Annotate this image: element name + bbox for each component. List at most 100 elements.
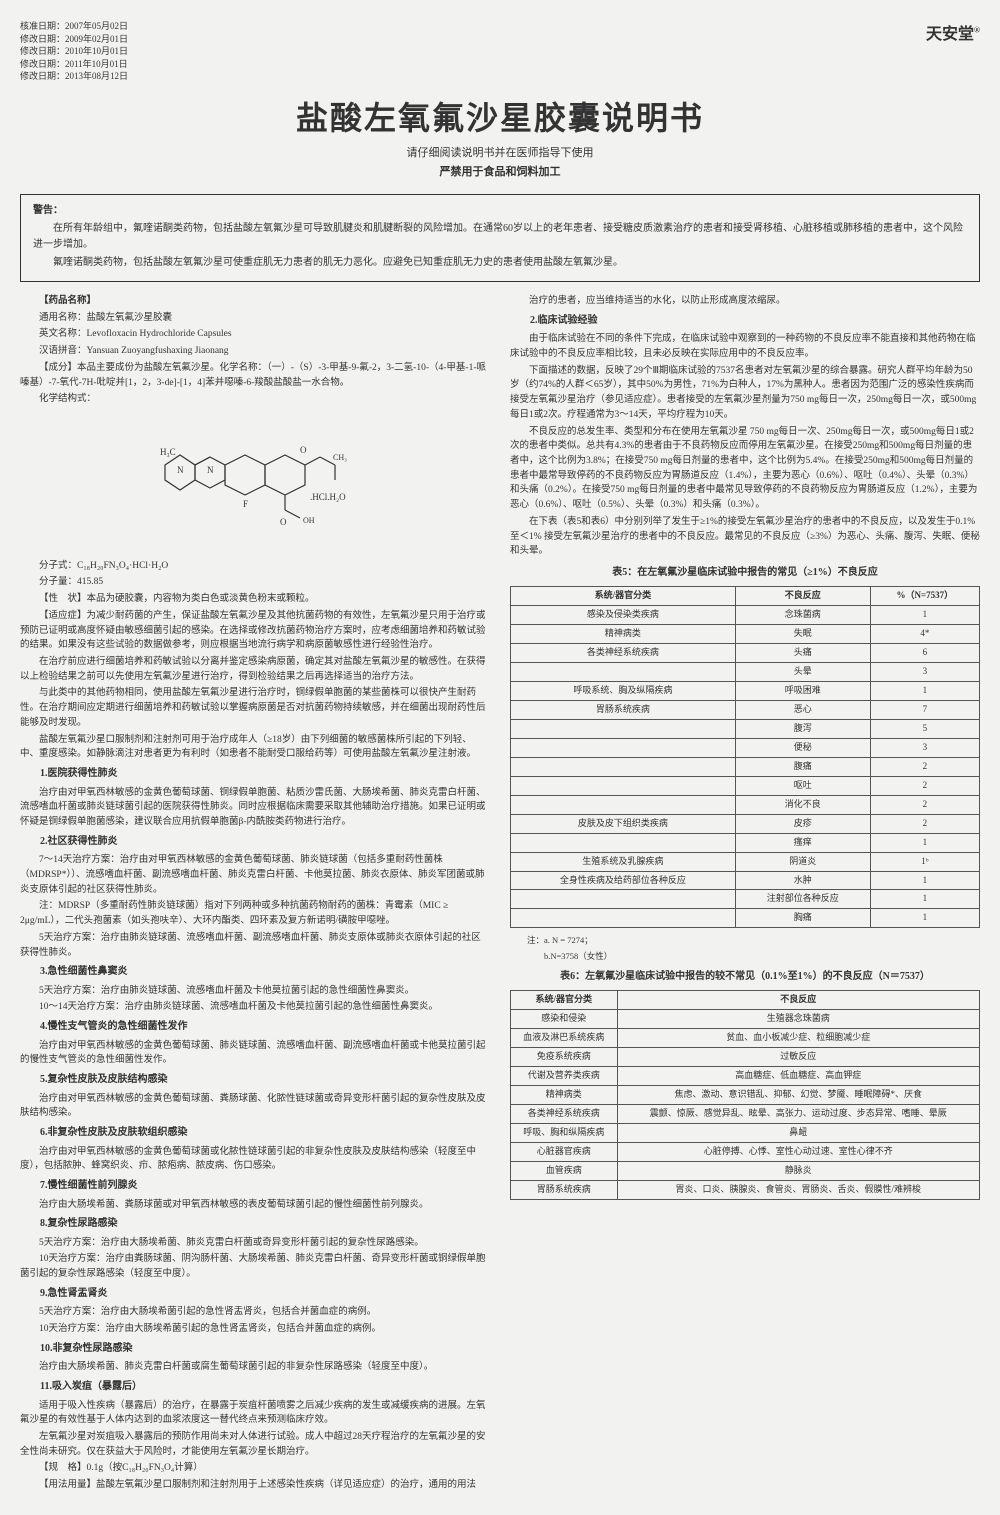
table-row: 精神病类失眠4* — [511, 625, 980, 644]
svg-text:.HCl.H₂O: .HCl.H₂O — [310, 492, 346, 502]
para-11: 治疗由对甲氧西林敏感的金黄色葡萄球菌、粪肠球菌、化脓性链球菌或奇异变形杆菌引起的… — [20, 1092, 490, 1121]
indications: 【适应症】为减少耐药菌的产生，保证盐酸左氧氟沙星及其他抗菌药物的有效性，左氧氟沙… — [20, 609, 490, 653]
table-row: 消化不良2 — [511, 795, 980, 814]
h-8: 8.复杂性尿路感染 — [20, 1216, 490, 1232]
r-para-3: 下面描述的数据，反映了29个Ⅲ期临床试验的7537名患者对左氧氟沙星的综合暴露。… — [510, 364, 980, 423]
molecular-formula: 分子式：C₁₈H₂₀FN₃O₄·HCl·H₂O — [20, 559, 490, 574]
table-row: 腹泻5 — [511, 720, 980, 739]
para-13: 治疗由大肠埃希菌、粪肠球菌或对甲氧西林敏感的表皮葡萄球菌引起的慢性细菌性前列腺炎… — [20, 1198, 490, 1213]
t6-h1: 系统/器官分类 — [511, 991, 618, 1010]
table-6: 系统/器官分类不良反应 感染和侵染生殖器念珠菌病血液及淋巴系统疾病贫血、血小板减… — [510, 990, 980, 1199]
molecule-diagram: H₃CNN FOCH₃ O OH.HCl.H₂O — [20, 415, 490, 551]
doc-title: 盐酸左氧氟沙星胶囊说明书 — [20, 93, 980, 139]
date-5: 修改日期：2013年08月12日 — [20, 70, 128, 83]
t5-h2: 不良反应 — [735, 587, 870, 606]
svg-text:N: N — [207, 465, 214, 475]
t6-h2: 不良反应 — [617, 991, 979, 1010]
table-row: 瘙痒1 — [511, 833, 980, 852]
table-row: 免疫系统疾病过敏反应 — [511, 1048, 980, 1067]
right-column: 治疗的患者，应当维持适当的水化，以防止形成高度浓缩尿。 2.临床试验经验 由于临… — [510, 292, 980, 1495]
subtitle-2: 严禁用于食品和饲料加工 — [20, 163, 980, 179]
r-para-4: 不良反应的总发生率、类型和分布在使用左氧氟沙星 750 mg每日一次、250mg… — [510, 425, 980, 513]
para-18: 治疗由大肠埃希菌、肺炎克雷白杆菌或腐生葡萄球菌引起的非复杂性尿路感染（轻度至中度… — [20, 1360, 490, 1375]
svg-text:H₃C: H₃C — [160, 447, 176, 457]
table-row: 胃肠系统疾病胃炎、口炎、胰腺炎、食管炎、胃肠炎、舌炎、假膜性/难辨梭 — [511, 1180, 980, 1199]
r-para-2: 由于临床试验在不同的条件下完成，在临床试验中观察到的一种药物的不良反应率不能直接… — [510, 332, 980, 361]
h-4: 4.慢性支气管炎的急性细菌性发作 — [20, 1019, 490, 1035]
h-6: 6.非复杂性皮肤及皮肤软组织感染 — [20, 1125, 490, 1141]
para-1: 在治疗前应进行细菌培养和药敏试验以分离并鉴定感染病原菌，确定其对盐酸左氧氟沙星的… — [20, 655, 490, 684]
table-row: 血管疾病静脉炎 — [511, 1161, 980, 1180]
h-2: 2.社区获得性肺炎 — [20, 834, 490, 850]
para-7: 5天治疗方案：治疗由肺炎链球菌、流感嗜血杆菌、副流感嗜血杆菌、肺炎支原体或肺炎衣… — [20, 931, 490, 960]
dosage: 【用法用量】盐酸左氧氟沙星口服制剂和注射剂用于上述感染性疾病（详见适应症）的治疗… — [20, 1478, 490, 1493]
para-17: 10天治疗方案：治疗由大肠埃希菌引起的急性肾盂肾炎，包括合并菌血症的病例。 — [20, 1322, 490, 1337]
table-row: 胸痛1 — [511, 909, 980, 928]
table-5: 系统/器官分类不良反应%（N=7537） 感染及侵染类疾病念珠菌病1精神病类失眠… — [510, 586, 980, 928]
date-3: 修改日期：2010年10月01日 — [20, 45, 128, 58]
table6-title: 表6：左氧氟沙星临床试验中报告的较不常见（0.1%至1%）的不良反应（N＝753… — [510, 969, 980, 985]
ingredient: 【成分】本品主要成份为盐酸左氧氟沙星。化学名称：（一）-（S）-3-甲基-9-氟… — [20, 361, 490, 390]
english-name: 英文名称：Levofloxacin Hydrochloride Capsules — [20, 327, 490, 342]
para-19: 适用于吸入性疾病（暴露后）的治疗，在暴露于炭疽杆菌喷雾之后减少疾病的发生或减缓疾… — [20, 1399, 490, 1428]
structure-label: 化学结构式： — [20, 392, 490, 407]
para-14: 5天治疗方案：治疗由大肠埃希菌、肺炎克雷白杆菌或奇异变形杆菌引起的复杂性尿路感染… — [20, 1236, 490, 1251]
h-3: 3.急性细菌性鼻窦炎 — [20, 964, 490, 980]
date-1: 核准日期：2007年05月02日 — [20, 20, 128, 33]
brand-name: 天安堂® — [926, 20, 980, 44]
table-row: 感染和侵染生殖器念珠菌病 — [511, 1010, 980, 1029]
drug-name-header: 【药品名称】 — [20, 294, 490, 309]
table-row: 代谢及营养类疾病高血糖症、低血糖症、高血钾症 — [511, 1066, 980, 1085]
r-para-1: 治疗的患者，应当维持适当的水化，以防止形成高度浓缩尿。 — [510, 294, 980, 309]
para-16: 5天治疗方案：治疗由大肠埃希菌引起的急性肾盂肾炎，包括合并菌血症的病例。 — [20, 1305, 490, 1320]
t5-h3: %（N=7537） — [870, 587, 979, 606]
table-row: 呕吐2 — [511, 776, 980, 795]
warning-label: 警告： — [33, 203, 967, 219]
para-4: 治疗由对甲氧西林敏感的金黄色葡萄球菌、铜绿假单胞菌、粘质沙雷氏菌、大肠埃希菌、肺… — [20, 786, 490, 830]
para-15: 10天治疗方案：治疗由粪肠球菌、阴沟肠杆菌、大肠埃希菌、肺炎克雷白杆菌、奇异变形… — [20, 1252, 490, 1281]
properties: 【性 状】本品为硬胶囊，内容物为类白色或淡黄色粉末或颗粒。 — [20, 592, 490, 607]
table-row: 头晕3 — [511, 663, 980, 682]
r-h1: 2.临床试验经验 — [510, 313, 980, 329]
table-row: 血液及淋巴系统疾病贫血、血小板减少症、粒细胞减少症 — [511, 1029, 980, 1048]
spec: 【规 格】0.1g（按C₁₈H₂₀FN₃O₄计算） — [20, 1461, 490, 1476]
subtitle-1: 请仔细阅读说明书并在医师指导下使用 — [20, 144, 980, 160]
para-6: 注：MDRSP（多重耐药性肺炎链球菌）指对下列两种或多种抗菌药物耐药的菌株：青霉… — [20, 899, 490, 928]
h-10: 10.非复杂性尿路感染 — [20, 1341, 490, 1357]
svg-text:O: O — [300, 445, 307, 455]
table-row: 感染及侵染类疾病念珠菌病1 — [511, 606, 980, 625]
note-a: 注：a. N = 7274； — [510, 934, 980, 947]
para-9: 10～14天治疗方案：治疗由肺炎链球菌、流感嗜血杆菌及卡他莫拉菌引起的急性细菌性… — [20, 1000, 490, 1015]
table-row: 全身性疾病及给药部位各种反应水肿1 — [511, 871, 980, 890]
para-2: 与此类中的其他药物相同，使用盐酸左氧氟沙星进行治疗时，铜绿假单胞菌的某些菌株可以… — [20, 686, 490, 730]
table5-title: 表5：在左氧氟沙星临床试验中报告的常见（≥1%）不良反应 — [510, 565, 980, 581]
date-2: 修改日期：2009年02月01日 — [20, 33, 128, 46]
h-7: 7.慢性细菌性前列腺炎 — [20, 1178, 490, 1194]
table-row: 皮肤及皮下组织类疾病皮疹2 — [511, 814, 980, 833]
molecular-weight: 分子量：415.85 — [20, 575, 490, 590]
table-row: 呼吸、胸和纵隔疾病鼻衄 — [511, 1123, 980, 1142]
table-row: 便秘3 — [511, 738, 980, 757]
table-row: 生殖系统及乳腺疾病阴道炎1ᵇ — [511, 852, 980, 871]
note-b: b.N=3758（女性） — [510, 950, 980, 963]
warning-p1: 在所有年龄组中，氟喹诺酮类药物，包括盐酸左氧氟沙星可导致肌腱炎和肌腱断裂的风险增… — [33, 221, 967, 253]
h-11: 11.吸入炭疽（暴露后） — [20, 1379, 490, 1395]
svg-text:N: N — [177, 465, 184, 475]
para-20: 左氧氟沙星对炭疽吸入暴露后的预防作用尚未对人体进行试验。成人中超过28天疗程治疗… — [20, 1430, 490, 1459]
svg-text:O: O — [280, 517, 287, 527]
svg-text:OH: OH — [303, 516, 315, 525]
table-row: 各类神经系统疾病头痛6 — [511, 644, 980, 663]
r-para-5: 在下表（表5和表6）中分别列举了发生于≥1%的接受左氧氟沙星治疗的患者中的不良反… — [510, 515, 980, 559]
table-row: 精神病类焦虑、激动、意识错乱、抑郁、幻觉、梦魇、睡眠障碍*、厌食 — [511, 1085, 980, 1104]
pinyin-name: 汉语拼音：Yansuan Zuoyangfushaxing Jiaonang — [20, 344, 490, 359]
h-9: 9.急性肾盂肾炎 — [20, 1286, 490, 1302]
svg-text:CH₃: CH₃ — [333, 453, 347, 462]
date-4: 修改日期：2011年10月01日 — [20, 58, 128, 71]
para-12: 治疗由对甲氧西林敏感的金黄色葡萄球菌或化脓性链球菌引起的非复杂性皮肤及皮肤结构感… — [20, 1145, 490, 1174]
table-row: 胃肠系统疾病恶心7 — [511, 701, 980, 720]
svg-text:F: F — [243, 499, 248, 509]
table-row: 腹痛2 — [511, 757, 980, 776]
warning-box: 警告： 在所有年龄组中，氟喹诺酮类药物，包括盐酸左氧氟沙星可导致肌腱炎和肌腱断裂… — [20, 194, 980, 282]
para-8: 5天治疗方案：治疗由肺炎链球菌、流感嗜血杆菌及卡他莫拉菌引起的急性细菌性鼻窦炎。 — [20, 984, 490, 999]
t5-h1: 系统/器官分类 — [511, 587, 736, 606]
